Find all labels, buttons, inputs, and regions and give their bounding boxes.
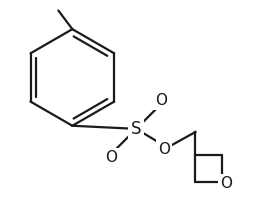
Text: O: O	[155, 93, 167, 108]
Text: S: S	[131, 120, 141, 138]
Text: O: O	[158, 142, 170, 157]
Text: O: O	[220, 176, 232, 191]
Text: O: O	[105, 150, 117, 165]
